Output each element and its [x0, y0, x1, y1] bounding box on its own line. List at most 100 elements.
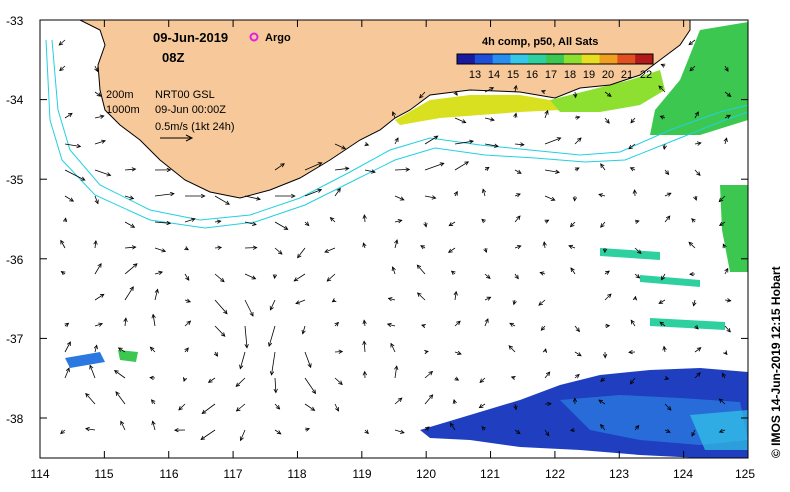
current-vector-head	[723, 137, 728, 143]
current-vector-head	[424, 349, 429, 355]
current-vector-head	[630, 118, 635, 124]
current-vector	[484, 318, 489, 327]
lon-label: 121	[480, 467, 500, 481]
current-vector-head	[691, 218, 696, 223]
current-vector	[120, 421, 126, 431]
current-vector-head	[691, 432, 696, 437]
current-vector-head	[664, 170, 670, 176]
current-vector	[60, 429, 66, 434]
current-vector-head	[120, 420, 125, 426]
current-vector	[454, 117, 466, 123]
current-vector	[661, 273, 666, 280]
current-vector	[630, 320, 636, 327]
current-vector-head	[449, 422, 454, 428]
lon-label: 117	[223, 467, 242, 481]
current-vector-head	[200, 435, 206, 440]
current-vector-head	[391, 266, 396, 272]
current-vector	[600, 221, 606, 228]
current-vector	[94, 91, 101, 97]
current-vector-head	[133, 263, 138, 268]
current-vector	[150, 346, 156, 353]
current-vector	[324, 247, 336, 253]
current-vector	[363, 341, 366, 353]
current-vector	[664, 215, 671, 223]
current-vector-head	[632, 189, 637, 194]
colorbar-tick: 15	[507, 69, 519, 81]
credit-text: © IMOS 14-Jun-2019 12:15 Hobart	[769, 266, 783, 458]
current-vector	[152, 314, 156, 327]
current-vector-head	[207, 378, 213, 383]
current-vector	[724, 91, 732, 97]
colorbar-swatch	[617, 54, 636, 64]
current-vector	[600, 163, 606, 171]
current-vector-head	[117, 347, 123, 352]
current-vector-head	[538, 301, 543, 306]
current-vector-head	[448, 222, 454, 227]
current-vector-head	[718, 221, 724, 226]
current-vector	[200, 429, 216, 440]
lon-label: 116	[159, 467, 178, 481]
current-vector	[721, 373, 726, 379]
current-vector	[574, 91, 576, 98]
current-vector	[239, 351, 246, 369]
iso-1000-label: 1000m	[106, 104, 140, 116]
lat-label: -35	[6, 173, 24, 187]
current-vector-head	[629, 167, 635, 172]
colorbar-border	[456, 53, 654, 65]
current-vector-head	[425, 426, 430, 431]
sst-band-3	[650, 318, 725, 330]
current-vector-head	[556, 137, 562, 142]
current-vector	[118, 347, 126, 353]
current-vector-head	[217, 245, 223, 250]
current-vector-head	[331, 298, 337, 303]
current-vector	[538, 299, 546, 306]
current-vector	[724, 137, 727, 145]
current-vector-head	[58, 41, 64, 46]
current-vector	[694, 372, 701, 379]
colorbar-swatch	[546, 54, 565, 64]
current-vector	[417, 292, 426, 301]
current-vector-head	[662, 145, 667, 150]
current-vector	[570, 267, 576, 275]
current-vector-head	[723, 350, 728, 356]
current-vector-head	[149, 375, 154, 381]
current-vector	[85, 428, 96, 431]
current-vector	[634, 247, 642, 254]
current-vector-head	[341, 145, 347, 150]
current-vector-head	[106, 172, 112, 177]
current-vector	[604, 293, 612, 301]
current-vector	[514, 169, 522, 174]
current-vector	[570, 221, 576, 227]
current-vector-head	[569, 427, 575, 433]
current-vector-head	[65, 367, 70, 373]
current-vector	[600, 424, 606, 431]
current-vector-head	[338, 380, 343, 386]
current-vector	[114, 370, 126, 379]
current-vector-head	[602, 248, 608, 254]
current-vector	[184, 218, 196, 223]
current-vector	[244, 325, 248, 348]
current-vector	[424, 394, 434, 405]
current-vector	[94, 65, 98, 72]
current-vector-head	[484, 318, 489, 323]
current-vector-head	[394, 365, 399, 371]
current-vector-head	[391, 111, 396, 116]
current-vector-head	[494, 143, 499, 148]
current-vector-head	[283, 225, 289, 230]
current-vector-head	[98, 322, 104, 327]
current-vector	[64, 341, 71, 353]
current-vector-head	[295, 300, 301, 305]
lon-label: 119	[352, 467, 371, 481]
current-vector-head	[397, 219, 403, 224]
sst-band-1	[600, 248, 660, 260]
map-hour: 08Z	[162, 50, 184, 65]
current-vector	[629, 377, 636, 385]
current-vector-head	[64, 322, 70, 328]
current-vector-head	[416, 264, 422, 269]
lon-label: 118	[287, 467, 306, 481]
current-vector-head	[416, 292, 422, 297]
current-vector-head	[513, 84, 518, 90]
current-vector-head	[344, 166, 350, 171]
sst-patch-east-2	[720, 185, 748, 272]
x-axis-labels: 114 115 116 117 118 119 120 121 122 123 …	[30, 467, 755, 481]
